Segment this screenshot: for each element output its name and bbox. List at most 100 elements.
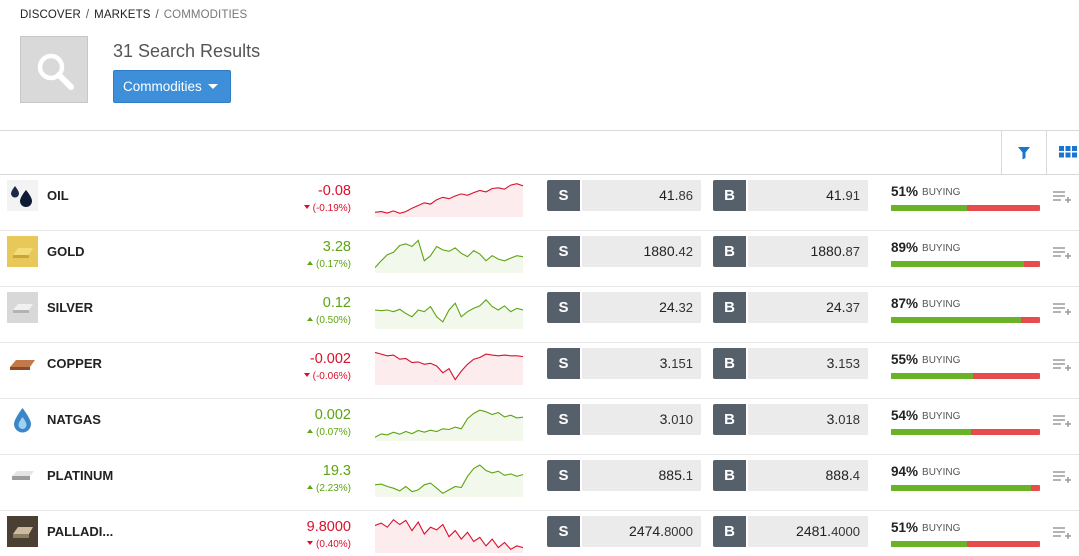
instrument-name[interactable]: NATGAS xyxy=(47,412,101,427)
buy-price: 41.91 xyxy=(748,180,868,211)
add-to-watchlist-button[interactable] xyxy=(1052,302,1072,321)
silver-bar-icon[interactable] xyxy=(7,292,38,323)
instrument-row[interactable]: OIL -0.08 (-0.19%) S 41.86 B 41.91 51% BU… xyxy=(0,175,1079,231)
buy-label: B xyxy=(713,348,746,379)
watchlist-add-icon xyxy=(1053,527,1071,539)
instrument-name[interactable]: GOLD xyxy=(47,244,85,259)
sentiment-bar-buying-fill xyxy=(891,317,1021,323)
gas-drop-icon[interactable] xyxy=(7,404,38,435)
instrument-row[interactable]: NATGAS 0.002 (0.07%) S 3.010 B 3.018 54%… xyxy=(0,399,1079,455)
buy-price-decimals: 018 xyxy=(838,412,860,427)
sparkline-chart xyxy=(375,351,523,385)
oil-drops-icon[interactable] xyxy=(7,180,38,211)
gold-bar-icon[interactable] xyxy=(7,236,38,267)
buy-button[interactable]: B 24.37 xyxy=(713,292,868,323)
sentiment-bar xyxy=(891,485,1040,491)
instrument-row[interactable]: SILVER 0.12 (0.50%) S 24.32 B 24.37 87% B… xyxy=(0,287,1079,343)
buy-button[interactable]: B 41.91 xyxy=(713,180,868,211)
sell-price-main: 2474. xyxy=(629,523,665,539)
copper-bar-icon[interactable] xyxy=(7,348,38,379)
buy-price-decimals: 4 xyxy=(852,468,860,483)
instrument-name[interactable]: OIL xyxy=(47,188,69,203)
breadcrumb-markets[interactable]: MARKETS xyxy=(94,9,151,21)
buy-label: B xyxy=(713,404,746,435)
price-change-percent-value: (2.23%) xyxy=(315,483,351,494)
sparkline-area xyxy=(375,410,523,441)
platinum-bar-icon[interactable] xyxy=(7,460,38,491)
price-change-percent-value: (-0.06%) xyxy=(312,371,351,382)
sell-price-decimals: 86 xyxy=(678,188,693,203)
instrument-name[interactable]: PLATINUM xyxy=(47,468,114,483)
watchlist-add-icon xyxy=(1053,471,1071,483)
add-to-watchlist-button[interactable] xyxy=(1052,414,1072,433)
buy-price: 24.37 xyxy=(748,292,868,323)
add-to-watchlist-button[interactable] xyxy=(1052,470,1072,489)
buy-button[interactable]: B 2481.4000 xyxy=(713,516,868,547)
instrument-name[interactable]: COPPER xyxy=(47,356,102,371)
sell-button[interactable]: S 2474.8000 xyxy=(547,516,701,547)
sell-price-main: 41. xyxy=(659,187,679,203)
instrument-name[interactable]: PALLADI... xyxy=(47,524,114,539)
instrument-name[interactable]: SILVER xyxy=(47,300,93,315)
add-to-watchlist-button[interactable] xyxy=(1052,246,1072,265)
sparkline-chart xyxy=(375,239,523,273)
sell-price-decimals: 42 xyxy=(678,244,693,259)
price-change: -0.002 xyxy=(309,351,351,367)
sell-price: 2474.8000 xyxy=(582,516,701,547)
price-change-percent-value: (0.40%) xyxy=(315,539,351,550)
buy-button[interactable]: B 3.153 xyxy=(713,348,868,379)
buy-price-decimals: 91 xyxy=(845,188,860,203)
instrument-row[interactable]: PLATINUM 19.3 (2.23%) S 885.1 B 888.4 94… xyxy=(0,455,1079,511)
add-to-watchlist-button[interactable] xyxy=(1052,526,1072,545)
buying-percent: 51% xyxy=(891,520,919,535)
add-to-watchlist-button[interactable] xyxy=(1052,358,1072,377)
buy-button[interactable]: B 888.4 xyxy=(713,460,868,491)
breadcrumb-discover[interactable]: DISCOVER xyxy=(20,9,81,21)
instrument-row[interactable]: COPPER -0.002 (-0.06%) S 3.151 B 3.153 5… xyxy=(0,343,1079,399)
buy-label: B xyxy=(713,236,746,267)
grid-view-button[interactable] xyxy=(1046,131,1079,174)
palladium-bar-icon[interactable] xyxy=(7,516,38,547)
results-title: 31 Search Results xyxy=(113,41,261,61)
sell-label: S xyxy=(547,348,580,379)
price-change-percent-value: (-0.19%) xyxy=(312,203,351,214)
instrument-row[interactable]: PALLADI... 9.8000 (0.40%) S 2474.8000 B … xyxy=(0,511,1079,556)
triangle-up-icon xyxy=(306,485,313,490)
buying-label: BUYING xyxy=(922,299,961,310)
filter-button[interactable] xyxy=(1001,131,1045,174)
price-change: -0.08 xyxy=(317,183,351,199)
buy-price-main: 3. xyxy=(826,355,839,371)
sell-button[interactable]: S 1880.42 xyxy=(547,236,701,267)
sentiment-bar-buying-fill xyxy=(891,485,1032,491)
search-icon xyxy=(37,53,74,90)
sparkline-area xyxy=(375,240,523,273)
category-dropdown[interactable]: Commodities xyxy=(113,70,231,103)
sell-button[interactable]: S 885.1 xyxy=(547,460,701,491)
sentiment-bar-buying-fill xyxy=(891,373,973,379)
list-toolbar xyxy=(0,130,1079,175)
sell-button[interactable]: S 24.32 xyxy=(547,292,701,323)
triangle-down-icon xyxy=(306,541,313,546)
add-to-watchlist-button[interactable] xyxy=(1052,190,1072,209)
filter-icon xyxy=(1018,147,1030,160)
sell-button[interactable]: S 41.86 xyxy=(547,180,701,211)
sell-button[interactable]: S 3.151 xyxy=(547,348,701,379)
buying-percent: 51% xyxy=(891,184,919,199)
sell-price-main: 885. xyxy=(658,467,686,483)
buy-price-decimals: 4000 xyxy=(831,524,860,539)
buy-price-main: 24. xyxy=(826,299,846,315)
sell-price: 24.32 xyxy=(582,292,701,323)
buy-button[interactable]: B 3.018 xyxy=(713,404,868,435)
instrument-row[interactable]: GOLD 3.28 (0.17%) S 1880.42 B 1880.87 89… xyxy=(0,231,1079,287)
sparkline-chart xyxy=(375,183,523,217)
sentiment-bar-buying-fill xyxy=(891,541,967,547)
sentiment-bar xyxy=(891,429,1040,435)
sell-button[interactable]: S 3.010 xyxy=(547,404,701,435)
buying-label: BUYING xyxy=(922,523,961,534)
market-sentiment: 55% BUYING xyxy=(891,351,1041,379)
buy-button[interactable]: B 1880.87 xyxy=(713,236,868,267)
sell-price-main: 3. xyxy=(659,411,672,427)
triangle-up-icon xyxy=(306,317,313,322)
triangle-up-icon xyxy=(306,261,313,266)
buying-percent: 87% xyxy=(891,296,919,311)
